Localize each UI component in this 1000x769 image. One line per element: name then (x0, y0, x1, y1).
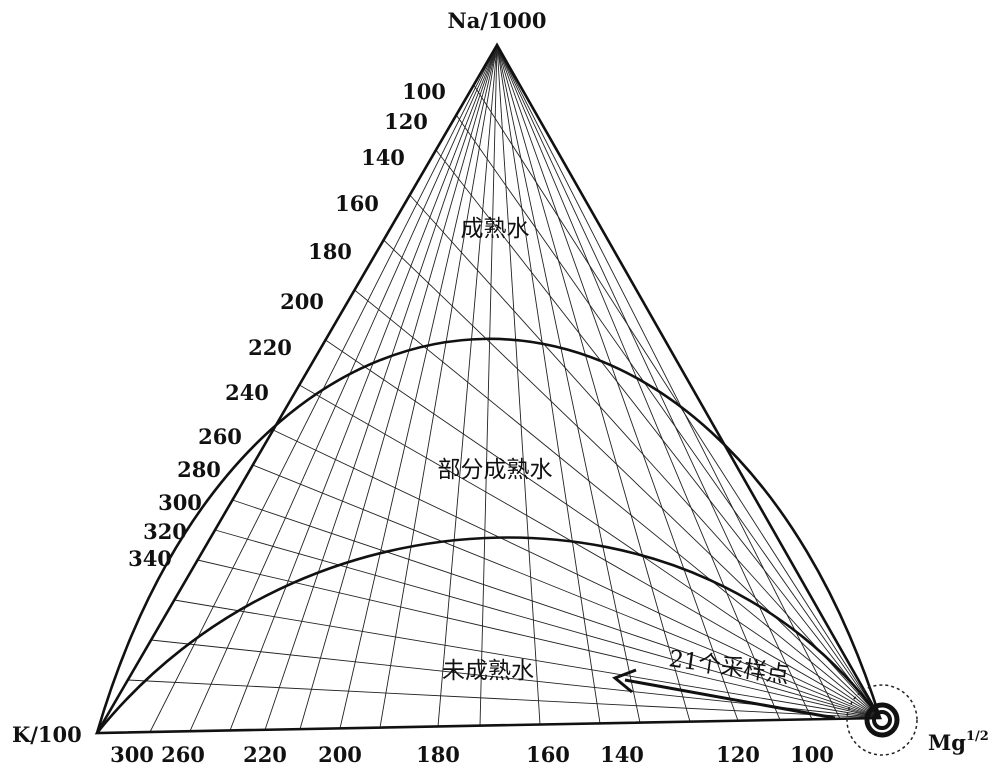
bottom-scale-label: 200 (318, 742, 362, 767)
annotation: 21个采样点 (667, 646, 791, 689)
fan-line (299, 44, 498, 730)
fan-line (252, 464, 881, 719)
bottom-scale-label: 160 (526, 742, 570, 767)
left-scale-label: 280 (177, 457, 221, 482)
fan-line (496, 44, 601, 724)
fan-line (496, 44, 541, 725)
triangle (94, 42, 883, 735)
fan-line (174, 599, 881, 719)
bottom-scale-label: 260 (161, 742, 205, 767)
left-scale-label: 160 (335, 191, 379, 216)
fan-line (232, 499, 881, 719)
fan-line (214, 529, 881, 719)
left-scale-label: 100 (402, 79, 446, 104)
bottom-scale-label: 220 (243, 742, 287, 767)
fan-line (496, 44, 813, 720)
left-scale-label: 260 (198, 424, 242, 449)
bottom-scale-label: 300 (110, 742, 154, 767)
fan-line (435, 149, 881, 719)
fan-line (354, 289, 881, 719)
immature-boundary (95, 536, 882, 734)
bottom-scale-label: 180 (416, 742, 460, 767)
left-scale-label: 240 (225, 380, 269, 405)
fan-line (379, 44, 498, 728)
left-scale-label: 340 (128, 546, 172, 571)
fan-lines (127, 44, 881, 733)
arrow-head (612, 668, 637, 694)
arrow (624, 678, 836, 720)
fan-line (496, 44, 841, 719)
fan-line (264, 44, 498, 730)
left-scale-label: 200 (280, 289, 324, 314)
fan-line (409, 194, 881, 719)
vertex-label: K/100 (12, 722, 82, 747)
fan-line (473, 84, 881, 719)
left-scale-label: 300 (158, 490, 202, 515)
vertex-label: Na/1000 (448, 8, 547, 33)
mature-boundary (95, 337, 882, 734)
region-label: 部分成熟水 (438, 457, 553, 483)
fan-line (272, 429, 881, 719)
fan-line (325, 339, 881, 719)
left-scale-label: 120 (384, 109, 428, 134)
region-label: 成熟水 (461, 216, 530, 242)
fan-line (197, 559, 881, 719)
fan-line (127, 679, 881, 719)
fan-line (479, 44, 498, 726)
region-label: 未成熟水 (442, 658, 534, 684)
bottom-scale-label: 120 (716, 742, 760, 767)
fan-line (299, 384, 881, 719)
fan-line (339, 44, 498, 729)
sample-circle (846, 684, 918, 756)
sample-cluster (864, 702, 900, 738)
left-scale-label: 320 (143, 519, 187, 544)
left-scale-label: 180 (308, 239, 352, 264)
left-scale-label: 220 (248, 335, 292, 360)
left-scale-label: 140 (361, 145, 405, 170)
bottom-scale-label: 140 (600, 742, 644, 767)
fan-line (496, 44, 691, 722)
vertex-label: Mg1/2 (928, 729, 989, 755)
fan-line (383, 239, 881, 719)
sample-cluster (872, 710, 892, 730)
fan-line (455, 114, 881, 719)
fan-line (496, 44, 781, 721)
bottom-scale-label: 100 (790, 742, 834, 767)
fan-line (189, 44, 498, 732)
fan-line (229, 44, 498, 731)
